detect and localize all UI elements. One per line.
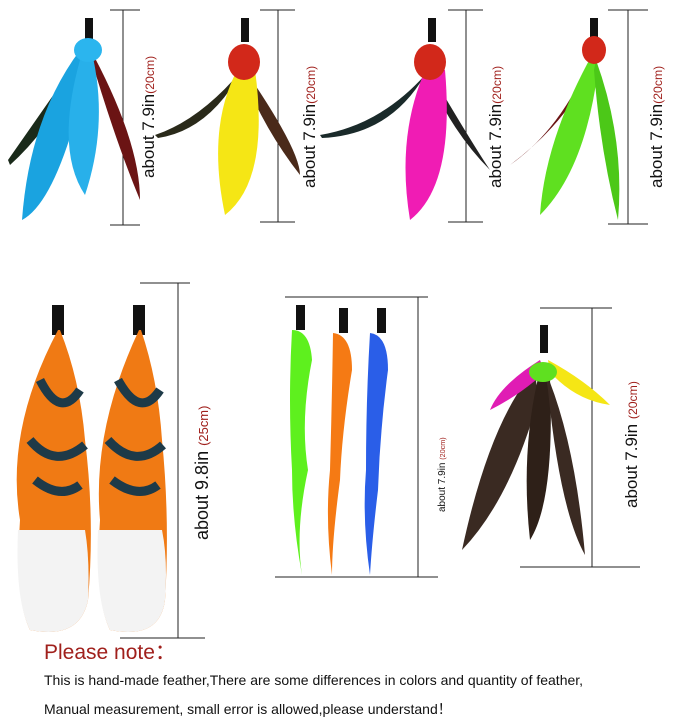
fox-tail-image [16,305,167,632]
note-line-1: This is hand-made feather,There are some… [44,672,584,688]
blue-feather-image [8,18,140,220]
size-label-pink: about 7.9in(20cm) [486,65,505,188]
yellow-feather-image [155,18,300,215]
wool-worms-image [290,305,388,575]
size-label-wool: about 7.9in (20cm) [437,437,448,512]
note-line-2: Manual measurement, small error is allow… [44,701,452,717]
pink-feather-image [320,18,490,220]
size-label-yellow: about 7.9in(20cm) [300,65,319,188]
guinea-feather-image [462,325,610,555]
green-feather-image [510,18,620,220]
measure-lines [110,9,648,639]
note-title: Please note： [44,641,176,664]
size-label-blue: about 7.9in(20cm) [139,55,158,178]
size-label-guinea: about 7.9in (20cm) [622,381,641,508]
size-label-green: about 7.9in(20cm) [647,65,666,188]
size-label-fox-tail: about 9.8in (25cm) [192,405,212,540]
